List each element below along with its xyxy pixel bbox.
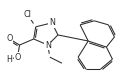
- Text: O: O: [6, 34, 13, 43]
- Text: N: N: [49, 18, 55, 27]
- Text: Cl: Cl: [24, 10, 32, 19]
- Text: N: N: [45, 41, 51, 50]
- Text: O: O: [14, 53, 21, 62]
- Text: H: H: [6, 55, 12, 64]
